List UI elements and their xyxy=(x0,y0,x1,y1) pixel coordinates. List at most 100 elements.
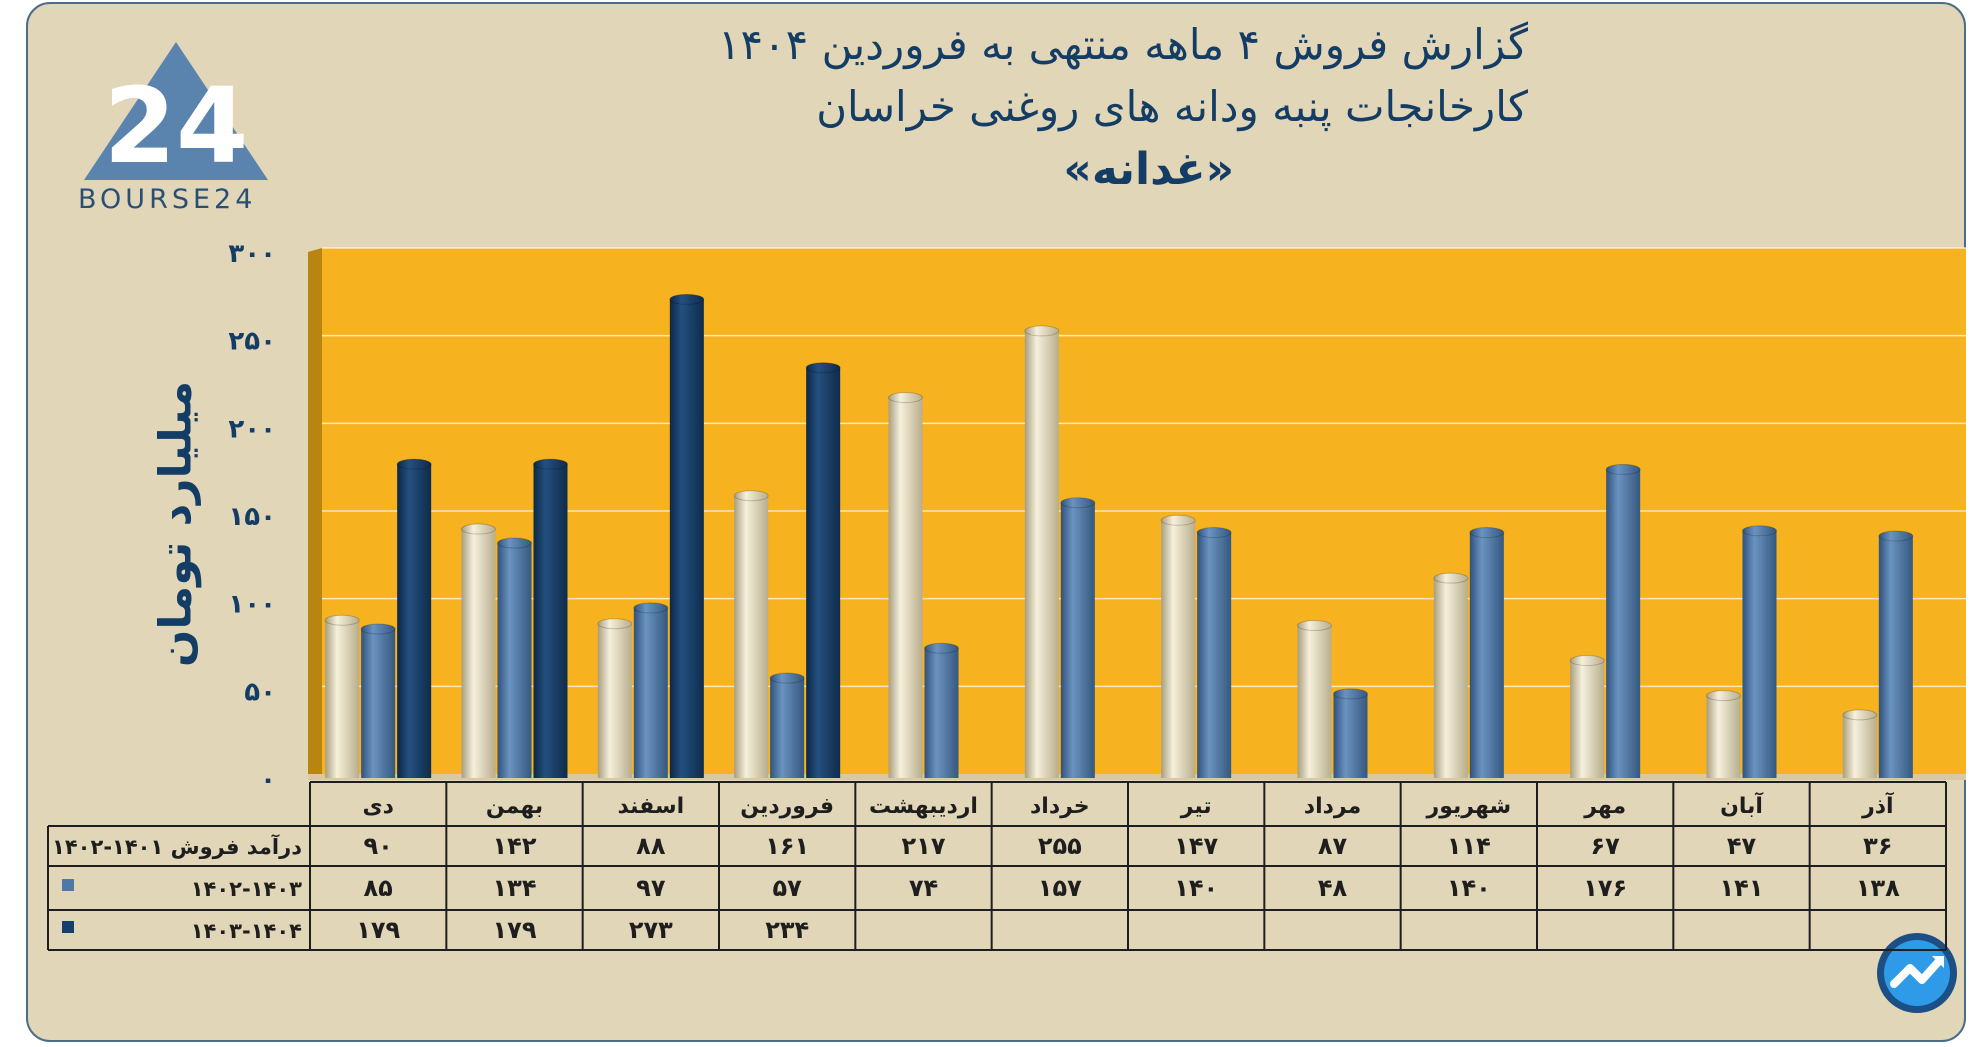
legend-swatch xyxy=(62,879,74,891)
bar xyxy=(1060,497,1096,778)
bar-top xyxy=(1842,709,1878,721)
data-value: ۹۰ xyxy=(364,832,393,860)
data-value: ۱۳۴ xyxy=(493,874,537,902)
bar-top xyxy=(1706,690,1741,702)
series-name: ۱۴۰۲-۱۴۰۳ xyxy=(191,877,302,901)
bar-body xyxy=(1606,469,1641,778)
y-tick-label: ۳۰۰ xyxy=(228,239,276,269)
data-value: ۱۴۰ xyxy=(1447,874,1491,902)
bar xyxy=(360,623,396,778)
data-value: ۳۶ xyxy=(1863,832,1892,860)
data-value: ۱۶۱ xyxy=(765,832,809,860)
bar-top xyxy=(1433,572,1469,584)
bar xyxy=(1469,527,1505,778)
data-value: ۸۷ xyxy=(1318,832,1348,860)
y-tick-label: ۲۰۰ xyxy=(228,414,276,444)
bar-body xyxy=(1333,693,1368,778)
legend-swatch xyxy=(62,921,74,933)
bar xyxy=(533,458,568,778)
y-tick-label: ۱۵۰ xyxy=(228,502,276,532)
bar-body xyxy=(497,543,532,778)
bar-top xyxy=(1160,514,1196,526)
bar xyxy=(769,672,805,778)
bar xyxy=(497,537,532,778)
bar-top xyxy=(1024,325,1060,337)
y-tick-label: ۰ xyxy=(260,765,276,795)
bar-top xyxy=(324,614,360,626)
bar xyxy=(1742,525,1777,778)
logo-text: BOURSE24 xyxy=(78,184,257,215)
data-value: ۲۳۴ xyxy=(765,916,809,944)
data-value: ۱۵۷ xyxy=(1038,874,1082,902)
data-value: ۲۵۵ xyxy=(1038,832,1082,860)
data-value: ۱۳۸ xyxy=(1856,874,1900,902)
data-value: ۱۱۴ xyxy=(1447,832,1491,860)
bourse24-logo: 24 xyxy=(84,42,268,187)
data-value: ۱۷۹ xyxy=(356,916,400,944)
bar xyxy=(1605,463,1641,778)
data-value: ۶۷ xyxy=(1591,832,1621,860)
y-tick-label: ۲۵۰ xyxy=(228,327,276,357)
bar-body xyxy=(1197,532,1232,778)
bar-top xyxy=(1060,497,1096,509)
y-tick-label: ۱۰۰ xyxy=(228,590,276,620)
bar xyxy=(1196,527,1232,778)
bar-body xyxy=(1024,330,1059,778)
data-value: ۴۷ xyxy=(1727,832,1757,860)
bar-top xyxy=(669,293,705,305)
data-value: ۱۴۷ xyxy=(1174,832,1218,860)
bar-body xyxy=(397,464,432,778)
bar-body xyxy=(1706,695,1741,778)
plot-floor xyxy=(308,774,1966,780)
x-category-label: آبان xyxy=(1720,791,1763,819)
logo-triangle xyxy=(84,42,268,180)
bar xyxy=(1297,619,1332,778)
bar-top xyxy=(769,672,805,684)
bar-top xyxy=(461,523,496,535)
bar-top xyxy=(1742,525,1777,537)
data-value: ۱۴۰ xyxy=(1174,874,1218,902)
bar-body xyxy=(1433,578,1468,778)
bar-body xyxy=(1297,625,1332,778)
series-name: درآمد فروش ۱۴۰۱-۱۴۰۲ xyxy=(52,834,302,859)
bar-body xyxy=(361,628,396,778)
bar xyxy=(461,523,496,778)
logo-mark: 24 xyxy=(104,65,249,187)
data-value: ۱۷۶ xyxy=(1583,874,1627,902)
x-category-label: اسفند xyxy=(617,794,684,819)
data-value: ۵۷ xyxy=(773,874,803,902)
bar xyxy=(597,618,633,778)
bar-body xyxy=(597,623,632,778)
x-category-label: تیر xyxy=(1180,794,1212,819)
bar xyxy=(1024,325,1060,778)
bar xyxy=(1842,709,1878,778)
bar xyxy=(1706,690,1741,778)
data-value: ۸۵ xyxy=(364,874,393,902)
bar-body xyxy=(533,464,568,778)
bar-body xyxy=(1570,660,1605,778)
data-value: ۱۴۲ xyxy=(493,832,537,860)
trend-logo-icon xyxy=(1877,933,1957,1013)
bar xyxy=(396,458,432,778)
data-value: ۷۴ xyxy=(909,874,938,902)
bar-body xyxy=(888,397,923,778)
bar-top xyxy=(360,623,396,635)
bar-top xyxy=(533,458,568,470)
bar-top xyxy=(597,618,633,630)
x-category-label: مرداد xyxy=(1304,794,1361,819)
bar xyxy=(1333,688,1368,778)
bar-top xyxy=(1569,655,1605,667)
data-value: ۲۷۳ xyxy=(629,916,673,944)
bar xyxy=(324,614,360,778)
bar-body xyxy=(1469,532,1504,778)
bar-top xyxy=(1196,527,1232,539)
bar-body xyxy=(734,495,769,778)
bar-body xyxy=(1742,530,1777,778)
bar xyxy=(888,392,923,778)
bar-body xyxy=(1161,520,1196,778)
bar-body xyxy=(770,678,805,778)
bar-body xyxy=(325,620,360,778)
series-name: ۱۴۰۳-۱۴۰۴ xyxy=(191,919,302,943)
bar-top xyxy=(497,537,532,549)
